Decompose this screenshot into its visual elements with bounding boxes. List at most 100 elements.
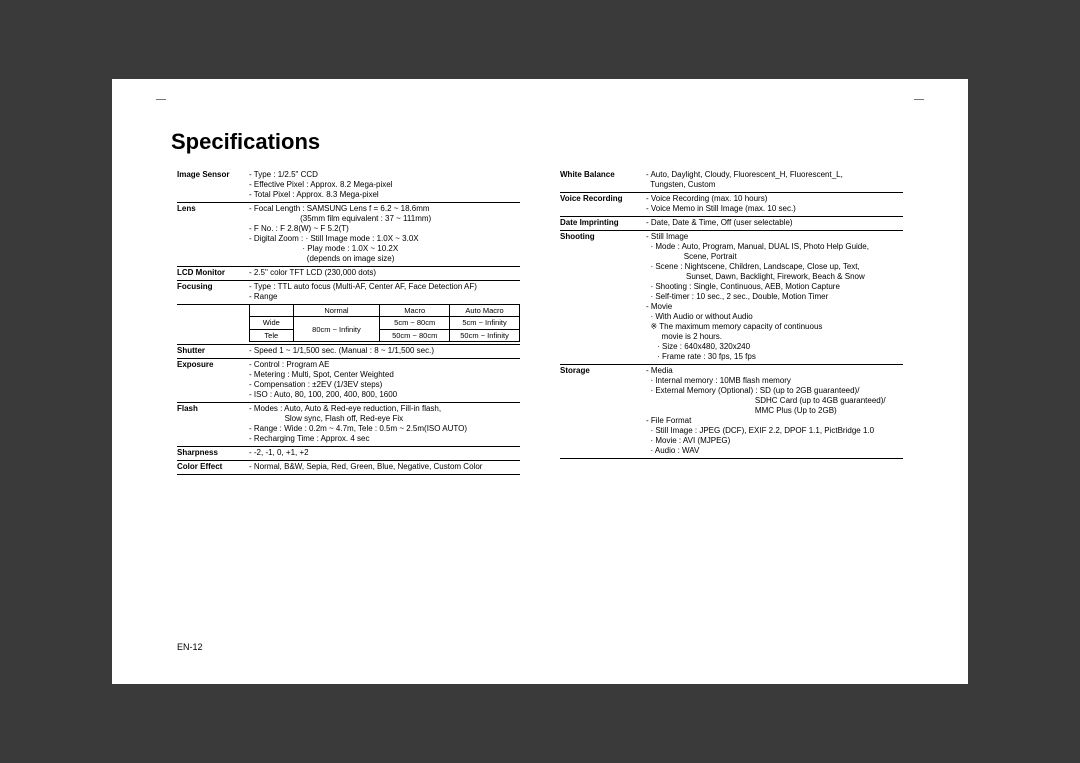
spec-value: - Voice Recording (max. 10 hours)- Voice… <box>646 194 903 214</box>
spec-line: - Total Pixel : Approx. 8.3 Mega-pixel <box>249 190 520 200</box>
table-header <box>250 305 294 317</box>
spec-value: - Media · Internal memory : 10MB flash m… <box>646 366 903 456</box>
spec-row: Shooting- Still Image · Mode : Auto, Pro… <box>560 231 903 365</box>
spec-line: - Recharging Time : Approx. 4 sec <box>249 434 520 444</box>
spec-line: · Movie : AVI (MJPEG) <box>646 436 903 446</box>
spec-line: - Date, Date & Time, Off (user selectabl… <box>646 218 903 228</box>
spec-row: Image Sensor- Type : 1/2.5" CCD- Effecti… <box>177 169 520 203</box>
spec-row: Color Effect- Normal, B&W, Sepia, Red, G… <box>177 461 520 475</box>
spec-line: · Size : 640x480, 320x240 <box>646 342 903 352</box>
spec-value: - Auto, Daylight, Cloudy, Fluorescent_H,… <box>646 170 903 190</box>
spec-row: Storage- Media · Internal memory : 10MB … <box>560 365 903 459</box>
spec-line: · Mode : Auto, Program, Manual, DUAL IS,… <box>646 242 903 252</box>
spec-line: - Effective Pixel : Approx. 8.2 Mega-pix… <box>249 180 520 190</box>
spec-label: Image Sensor <box>177 170 249 200</box>
spec-line: SDHC Card (up to 4GB guaranteed)/ <box>646 396 903 406</box>
spec-line: - ISO : Auto, 80, 100, 200, 400, 800, 16… <box>249 390 520 400</box>
spec-line: - Control : Program AE <box>249 360 520 370</box>
crop-tick <box>914 99 924 100</box>
spec-label: Voice Recording <box>560 194 646 214</box>
spec-row: Voice Recording- Voice Recording (max. 1… <box>560 193 903 217</box>
spec-line: - Voice Recording (max. 10 hours) <box>646 194 903 204</box>
page-number: EN-12 <box>177 642 203 652</box>
spec-row: Lens- Focal Length : SAMSUNG Lens f = 6.… <box>177 203 520 267</box>
table-cell: Tele <box>250 329 294 341</box>
spec-line: - Digital Zoom : · Still Image mode : 1.… <box>249 234 520 244</box>
spec-value: - Normal, B&W, Sepia, Red, Green, Blue, … <box>249 462 520 472</box>
table-cell: 5cm ~ Infinity <box>450 317 520 329</box>
spec-line: (35mm film equivalent : 37 ~ 111mm) <box>249 214 520 224</box>
spec-line: Sunset, Dawn, Backlight, Firework, Beach… <box>646 272 903 282</box>
spec-label: Sharpness <box>177 448 249 458</box>
spec-line: - 2.5" color TFT LCD (230,000 dots) <box>249 268 520 278</box>
spec-line: MMC Plus (Up to 2GB) <box>646 406 903 416</box>
spec-line: · Shooting : Single, Continuous, AEB, Mo… <box>646 282 903 292</box>
spec-line: · With Audio or without Audio <box>646 312 903 322</box>
spec-columns: Image Sensor- Type : 1/2.5" CCD- Effecti… <box>177 169 903 475</box>
spec-row: Focusing- Type : TTL auto focus (Multi-A… <box>177 281 520 305</box>
spec-line: - Type : 1/2.5" CCD <box>249 170 520 180</box>
focus-range-table: NormalMacroAuto MacroWide80cm ~ Infinity… <box>249 304 520 342</box>
page: Specifications Image Sensor- Type : 1/2.… <box>112 79 968 684</box>
spec-line: Scene, Portrait <box>646 252 903 262</box>
spec-line: - Focal Length : SAMSUNG Lens f = 6.2 ~ … <box>249 204 520 214</box>
spec-row: Flash- Modes : Auto, Auto & Red-eye redu… <box>177 403 520 447</box>
spec-line: - F No. : F 2.8(W) ~ F 5.2(T) <box>249 224 520 234</box>
spec-value: - Type : TTL auto focus (Multi-AF, Cente… <box>249 282 520 302</box>
right-column: White Balance- Auto, Daylight, Cloudy, F… <box>560 169 903 475</box>
spec-line: · Scene : Nightscene, Children, Landscap… <box>646 262 903 272</box>
spec-line: · Audio : WAV <box>646 446 903 456</box>
spec-value: - Control : Program AE- Metering : Multi… <box>249 360 520 400</box>
spec-line: · Internal memory : 10MB flash memory <box>646 376 903 386</box>
spec-line: (depends on image size) <box>249 254 520 264</box>
spec-line: - Speed 1 ~ 1/1,500 sec. (Manual : 8 ~ 1… <box>249 346 520 356</box>
page-title: Specifications <box>171 129 903 155</box>
spec-value: - Modes : Auto, Auto & Red-eye reduction… <box>249 404 520 444</box>
spec-line: · Frame rate : 30 fps, 15 fps <box>646 352 903 362</box>
spec-label: Storage <box>560 366 646 456</box>
left-column: Image Sensor- Type : 1/2.5" CCD- Effecti… <box>177 169 520 475</box>
spec-line: - Metering : Multi, Spot, Center Weighte… <box>249 370 520 380</box>
spec-line: - Auto, Daylight, Cloudy, Fluorescent_H,… <box>646 170 903 180</box>
spec-line: - Range : Wide : 0.2m ~ 4.7m, Tele : 0.5… <box>249 424 520 434</box>
spec-line: ※ The maximum memory capacity of continu… <box>646 322 903 332</box>
spec-value: - Focal Length : SAMSUNG Lens f = 6.2 ~ … <box>249 204 520 264</box>
spec-line: - Type : TTL auto focus (Multi-AF, Cente… <box>249 282 520 292</box>
table-row-wrapper: NormalMacroAuto MacroWide80cm ~ Infinity… <box>177 304 520 345</box>
spec-line: - File Format <box>646 416 903 426</box>
table-cell: 80cm ~ Infinity <box>293 317 380 342</box>
table-cell: Wide <box>250 317 294 329</box>
spec-line: · Play mode : 1.0X ~ 10.2X <box>249 244 520 254</box>
spec-label: Shutter <box>177 346 249 356</box>
table-header: Auto Macro <box>450 305 520 317</box>
spec-value: - Still Image · Mode : Auto, Program, Ma… <box>646 232 903 362</box>
spec-line: Slow sync, Flash off, Red-eye Fix <box>249 414 520 424</box>
spec-line: - Voice Memo in Still Image (max. 10 sec… <box>646 204 903 214</box>
spec-label: Shooting <box>560 232 646 362</box>
spec-label: Exposure <box>177 360 249 400</box>
table-cell: 5cm ~ 80cm <box>380 317 450 329</box>
crop-tick <box>156 99 166 100</box>
spec-line: · Self-timer : 10 sec., 2 sec., Double, … <box>646 292 903 302</box>
spec-label: LCD Monitor <box>177 268 249 278</box>
spec-row: Shutter- Speed 1 ~ 1/1,500 sec. (Manual … <box>177 345 520 359</box>
spec-value: - -2, -1, 0, +1, +2 <box>249 448 520 458</box>
spec-line: Tungsten, Custom <box>646 180 903 190</box>
table-header: Normal <box>293 305 380 317</box>
spec-row: Date Imprinting- Date, Date & Time, Off … <box>560 217 903 231</box>
spec-line: - Range <box>249 292 520 302</box>
spec-line: - Modes : Auto, Auto & Red-eye reduction… <box>249 404 520 414</box>
spec-row: Sharpness- -2, -1, 0, +1, +2 <box>177 447 520 461</box>
spec-line: · Still Image : JPEG (DCF), EXIF 2.2, DP… <box>646 426 903 436</box>
spec-value: - Type : 1/2.5" CCD- Effective Pixel : A… <box>249 170 520 200</box>
table-cell: 50cm ~ 80cm <box>380 329 450 341</box>
spec-line: - Compensation : ±2EV (1/3EV steps) <box>249 380 520 390</box>
spec-label: Lens <box>177 204 249 264</box>
spec-label: Flash <box>177 404 249 444</box>
spec-line: movie is 2 hours. <box>646 332 903 342</box>
spec-row: Exposure- Control : Program AE- Metering… <box>177 359 520 403</box>
spec-label: Focusing <box>177 282 249 302</box>
spec-value: - 2.5" color TFT LCD (230,000 dots) <box>249 268 520 278</box>
spec-line: - Media <box>646 366 903 376</box>
spec-row: White Balance- Auto, Daylight, Cloudy, F… <box>560 169 903 193</box>
